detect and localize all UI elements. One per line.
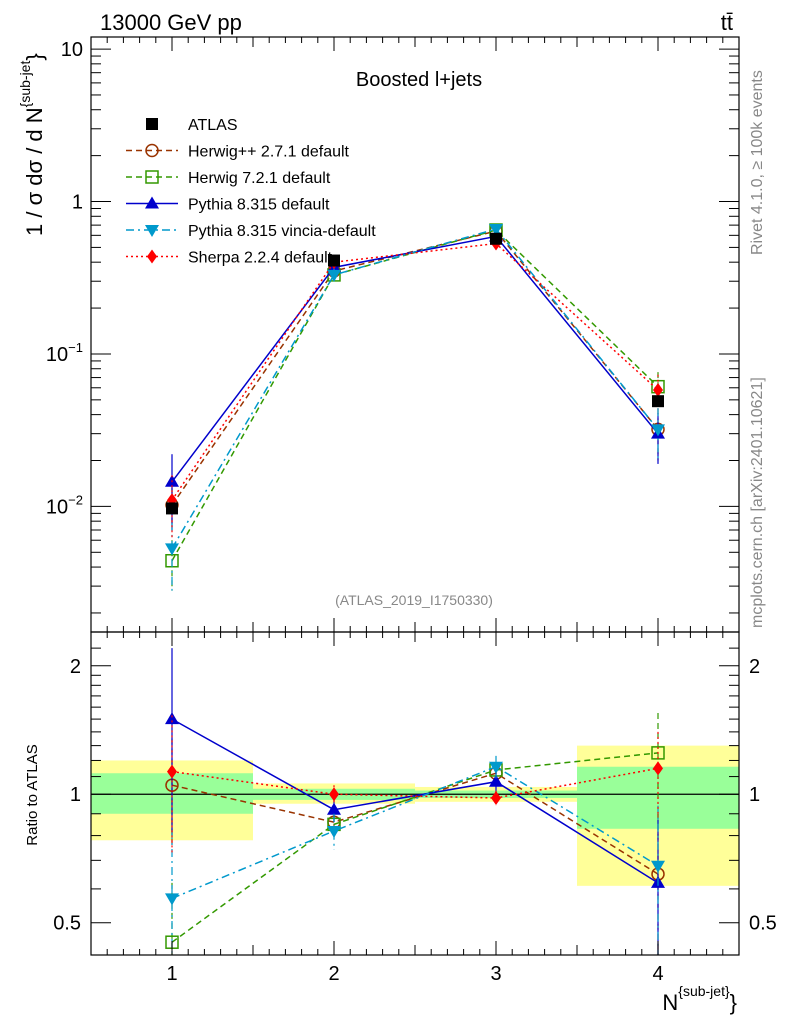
- mcplots-label: mcplots.cern.ch [arXiv:2401.10621]: [749, 377, 766, 628]
- legend-label: Herwig++ 2.7.1 default: [188, 144, 350, 161]
- x-axis-label-main: N: [662, 990, 678, 1015]
- x-tick-label: 3: [490, 963, 501, 985]
- ratio-series-line: [171, 752, 659, 943]
- legend-label: Pythia 8.315 vincia-default: [188, 223, 376, 240]
- ratio-series-marker: [489, 761, 503, 774]
- ratio-series-marker: [327, 826, 341, 839]
- ratio-series: [165, 648, 665, 955]
- legend-label: ATLAS: [188, 117, 238, 134]
- ratio-series-marker: [329, 787, 339, 802]
- chart-title: Boosted l+jets: [356, 69, 482, 91]
- ratio-y-tick-label-right: 0.5: [749, 913, 777, 935]
- ratio-series-line: [171, 765, 659, 900]
- series-line: [171, 228, 659, 549]
- legend-label: Pythia 8.315 default: [188, 197, 330, 214]
- ratio-panel-frame: [90, 631, 740, 956]
- legend-marker: [147, 249, 157, 264]
- x-tick-label: 2: [328, 963, 339, 985]
- series-marker: [651, 424, 665, 437]
- series-line: [171, 229, 659, 562]
- main-y-tick-label: 10−1: [46, 340, 83, 366]
- ratio-bands: [91, 745, 739, 886]
- svg-text:N{sub-jet}}: N{sub-jet}}: [662, 983, 737, 1015]
- main-y-axis-label: 1 / σ dσ / d N{sub-jet}: [17, 53, 47, 236]
- main-y-tick-label: 1: [72, 192, 83, 214]
- main-y-axis-label-sup: {sub-jet: [17, 61, 33, 108]
- svg-text:1 / σ dσ / d N{sub-jet}: 1 / σ dσ / d N{sub-jet}: [17, 53, 47, 236]
- ratio-series-line: [171, 767, 659, 799]
- x-axis-label: N{sub-jet}}: [662, 983, 737, 1015]
- series-marker: [653, 383, 663, 398]
- legend-marker: [145, 225, 159, 237]
- series-marker: [652, 395, 664, 408]
- main-series: [165, 223, 665, 591]
- series-marker: [328, 254, 340, 267]
- x-axis-label-close: }: [730, 990, 737, 1015]
- analysis-id: (ATLAS_2019_I1750330): [335, 592, 493, 608]
- ratio-series-marker: [167, 764, 177, 779]
- legend-label: Herwig 7.2.1 default: [188, 170, 331, 187]
- series-marker: [165, 543, 179, 556]
- legend-label: Sherpa 2.2.4 default: [188, 250, 333, 267]
- legend: ATLAS Herwig++ 2.7.1 default Herwig 7.2.1 …: [126, 117, 376, 267]
- series-marker: [327, 269, 341, 282]
- rivet-version-label: Rivet 4.1.0, ≥ 100k events: [749, 70, 766, 255]
- ratio-y-tick-label: 0.5: [53, 913, 81, 935]
- series-line: [171, 235, 659, 483]
- series-marker: [489, 224, 503, 237]
- ratio-series-marker: [653, 761, 663, 776]
- ratio-y-tick-label: 1: [70, 784, 81, 806]
- process-label: tt̄: [721, 10, 733, 35]
- energy-label: 13000 GeV pp: [100, 10, 242, 35]
- main-y-tick-label: 10−2: [46, 492, 83, 518]
- series-line: [171, 230, 659, 506]
- ratio-series-marker: [165, 893, 179, 906]
- main-y-axis-label-main: 1 / σ dσ / d N: [22, 107, 47, 236]
- x-tick-label: 1: [166, 963, 177, 985]
- legend-marker: [146, 118, 158, 130]
- x-axis-label-sup: {sub-jet}: [678, 983, 730, 999]
- ratio-series-marker: [165, 712, 179, 725]
- axes: 1 2 3 4 10 1 10−1 10−2 2 2 1 1 0.5 0.5: [46, 37, 777, 985]
- series-marker: [166, 502, 178, 515]
- series-line: [171, 242, 659, 501]
- ratio-series-marker: [491, 790, 501, 805]
- legend-marker: [145, 143, 159, 158]
- legend-marker: [145, 170, 159, 184]
- series-marker: [490, 232, 502, 245]
- main-y-tick-label: 10: [61, 39, 83, 61]
- ratio-y-tick-label-right: 1: [749, 784, 760, 806]
- ratio-series-marker: [489, 774, 503, 787]
- x-tick-label: 4: [652, 963, 663, 985]
- ratio-y-axis-label: Ratio to ATLAS: [24, 744, 41, 845]
- main-y-axis-label-close: }: [22, 53, 47, 60]
- legend-marker: [145, 196, 159, 209]
- ratio-y-tick-label-right: 2: [749, 656, 760, 678]
- ratio-series-line: [171, 718, 659, 884]
- ratio-series-marker: [651, 860, 665, 873]
- ratio-y-tick-label: 2: [70, 656, 81, 678]
- ratio-series-marker: [327, 802, 341, 815]
